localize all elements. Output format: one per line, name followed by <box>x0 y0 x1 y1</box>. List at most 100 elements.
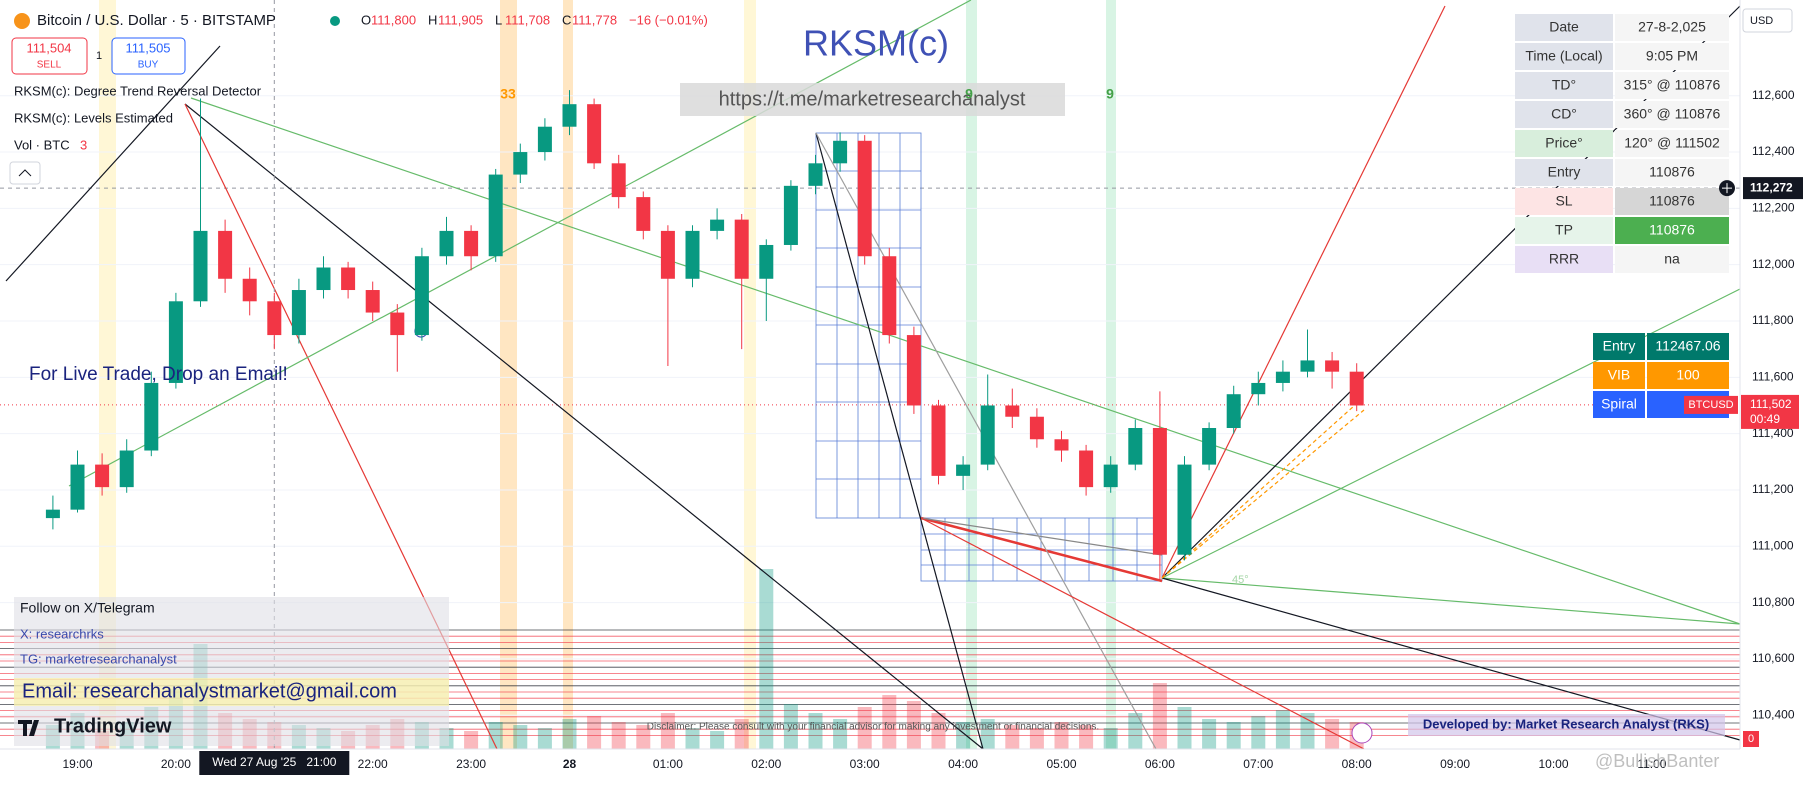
candle-body <box>808 163 823 186</box>
candle-body <box>70 464 85 510</box>
candle-body <box>710 219 725 231</box>
indicator: RKSM(c): Degree Trend Reversal Detector <box>14 83 262 98</box>
signal-value-cell <box>1647 362 1729 389</box>
candle-body <box>1300 360 1315 372</box>
volume-bar <box>1325 719 1340 749</box>
x-tick-label: 05:00 <box>1046 757 1076 771</box>
candle-body <box>168 301 183 383</box>
volume-bar <box>1275 710 1290 749</box>
ohlc: O 111,800 H 111,905 L 111,708 C 111,778 −16 (−0.… <box>361 12 708 27</box>
candle-body <box>611 163 626 198</box>
currency-button[interactable] <box>1742 8 1793 33</box>
info-value: 110876 <box>1649 193 1695 209</box>
y-tick-label: 112,200 <box>1752 201 1795 215</box>
info-value-cell <box>1615 188 1729 215</box>
disclaimer: Disclaimer: Please consult with your fin… <box>647 722 1099 733</box>
plus <box>1722 183 1732 194</box>
trend-line <box>1161 396 1365 579</box>
y-tick-label: 111,800 <box>1752 313 1794 327</box>
volume-bar <box>1103 728 1118 749</box>
trend-line <box>68 0 972 487</box>
signal-value: 112467.06 <box>1655 338 1720 354</box>
volume-bar <box>857 707 872 749</box>
info-value-cell <box>1615 217 1729 244</box>
volume-bar <box>956 722 971 749</box>
signal-label: Spiral <box>1601 396 1637 412</box>
indicator-value: 3 <box>80 137 87 152</box>
sell-price: 111,504 <box>26 40 71 55</box>
candle-body <box>980 405 995 465</box>
info-value: 27-8-2,025 <box>1638 19 1706 35</box>
signal-value-cell <box>1647 333 1729 360</box>
axis-labels: 110,400 110,600 110,800 111,000 111,200 111,4… <box>62 88 1803 775</box>
cta: For Live Trade, Drop an Email! <box>29 364 288 385</box>
volume-bar <box>464 731 479 749</box>
band <box>966 0 977 749</box>
volume-bar <box>636 725 651 749</box>
y-tick-label: 112,000 <box>1752 257 1795 271</box>
x-tick-label: 20:00 <box>161 757 191 771</box>
x-tick-label: 04:00 <box>948 757 978 771</box>
collapse-button[interactable] <box>9 161 41 185</box>
candle-body <box>193 230 208 302</box>
y-tick-label: 111,600 <box>1752 369 1794 383</box>
candle-body <box>660 230 675 279</box>
crosshair-tag <box>1743 177 1803 200</box>
y-tick-label: 111,400 <box>1752 426 1794 440</box>
ohlc-key: L <box>495 12 502 27</box>
band <box>500 0 517 749</box>
candle-body <box>144 382 159 451</box>
buy-button[interactable] <box>111 37 186 75</box>
trend-line <box>1161 5 1446 579</box>
info-label-cell <box>1515 72 1613 99</box>
info-value: 120° @ 111502 <box>1624 135 1720 151</box>
replay-icon[interactable] <box>1351 722 1373 744</box>
candle-body <box>1275 371 1290 383</box>
volume-bar <box>734 719 749 749</box>
buy-label: BUY <box>138 60 159 71</box>
info-label: Date <box>1549 19 1579 35</box>
last-price: 111,502 <box>1750 397 1792 411</box>
symbol-tag <box>1684 395 1738 414</box>
follow-box <box>14 597 449 746</box>
x-tick-label: 22:00 <box>358 757 388 771</box>
candle-body <box>464 230 479 257</box>
x-tick-label: 07:00 <box>1243 757 1273 771</box>
email-bg <box>14 678 449 706</box>
info-value: 315° @ 110876 <box>1624 77 1721 93</box>
info-label: CD° <box>1551 106 1577 122</box>
x-tick-label: 02:00 <box>751 757 781 771</box>
candle-body <box>365 290 380 313</box>
symbol-label: BTCUSD <box>1688 399 1733 411</box>
volume-bar <box>1054 722 1069 749</box>
candle-body <box>1128 428 1143 465</box>
candle-body <box>857 140 872 257</box>
info-label-cell <box>1515 130 1613 157</box>
box <box>815 132 922 519</box>
crosshair-price: 112,272 <box>1750 180 1793 194</box>
link[interactable]: https://t.me/marketresearchanalyst <box>719 88 1026 110</box>
candle-body <box>316 267 331 291</box>
y-tick-label: 111,000 <box>1752 538 1794 552</box>
candle-body <box>1152 428 1167 555</box>
volume-bar <box>587 716 602 749</box>
watermark: @BullishBanter <box>1595 751 1719 771</box>
candle-body <box>562 104 577 127</box>
drawings <box>5 0 1741 750</box>
y-tick-label: 112,600 <box>1752 88 1795 102</box>
trend-line <box>1161 409 1365 579</box>
spread: 1 <box>96 50 102 62</box>
candle-body <box>537 126 552 153</box>
volume-bar <box>1128 713 1143 749</box>
volume-bar <box>1029 728 1044 749</box>
sell-button[interactable] <box>11 37 88 75</box>
volume-bar <box>1226 722 1241 749</box>
chevron <box>18 169 32 177</box>
y-tick-label: 110,600 <box>1752 651 1795 665</box>
volume-bar <box>710 731 725 749</box>
ohlc-change: −16 (−0.01%) <box>629 12 708 27</box>
candle-body <box>833 140 848 164</box>
candle-body <box>267 301 282 336</box>
y-tick-label: 110,800 <box>1752 595 1795 609</box>
signal-label: Entry <box>1603 338 1636 354</box>
